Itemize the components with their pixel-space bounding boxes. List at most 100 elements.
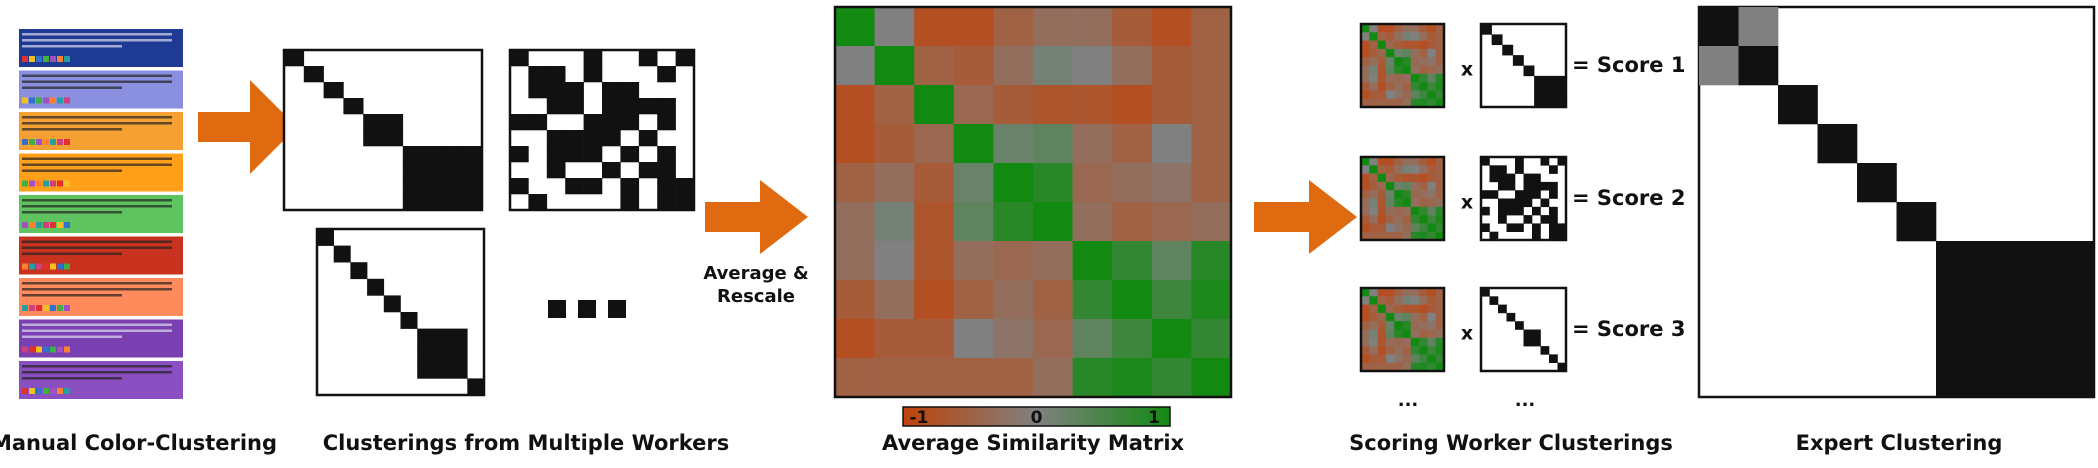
thumbnail-cell — [1419, 198, 1428, 208]
thumbnail-cell — [1410, 98, 1420, 108]
thumbnail-cell — [1435, 354, 1445, 363]
thumbnail-cell — [1385, 329, 1395, 339]
thumbnail-cell — [1385, 190, 1395, 199]
thumbnail-cell — [1361, 165, 1370, 174]
thumbnail-cell — [1369, 173, 1378, 183]
thumbnail-cell — [1427, 32, 1436, 41]
thumbnail-cell — [1427, 223, 1436, 232]
thumbnail-cell — [1402, 98, 1412, 108]
cluster-cell — [583, 146, 603, 163]
thumbnail-cell — [1410, 337, 1420, 347]
heatmap-cell — [1072, 241, 1113, 281]
arrow — [198, 80, 297, 174]
cluster-cell — [1523, 65, 1535, 77]
cluster-cell — [1489, 165, 1499, 174]
thumbnail-cell — [1402, 24, 1412, 33]
cluster-cell — [1489, 190, 1499, 199]
cluster-cell — [1489, 231, 1499, 241]
card-text-line — [22, 371, 172, 374]
cluster-cell — [363, 114, 384, 131]
cluster-cell — [1498, 198, 1507, 208]
thumbnail-cell — [1361, 48, 1370, 58]
heatmap-cell — [1112, 358, 1153, 398]
cluster-cell — [1532, 181, 1541, 191]
cluster-cell — [565, 146, 584, 163]
heatmap-cell — [914, 358, 955, 398]
heatmap-cell — [1112, 319, 1153, 359]
thumbnail-cell — [1394, 181, 1403, 191]
color-chip — [43, 388, 49, 394]
color-chip — [36, 56, 42, 62]
thumbnail-cell — [1435, 57, 1445, 66]
cluster-cell — [510, 146, 529, 163]
thumbnail-cell — [1385, 362, 1395, 372]
cluster-cell — [1936, 319, 1976, 359]
thumbnail-cell — [1402, 73, 1412, 83]
color-chip — [64, 139, 70, 145]
heatmap-cell — [993, 280, 1034, 320]
card-text-line — [22, 199, 172, 202]
color-chip — [50, 180, 56, 187]
heatmap-cell — [1151, 358, 1192, 398]
cluster-cell — [657, 178, 676, 195]
cluster-cell — [1523, 181, 1533, 191]
cluster-cell — [1506, 173, 1516, 183]
cluster-cell — [1491, 34, 1503, 46]
color-chip — [50, 263, 56, 270]
cluster-cell — [2015, 358, 2055, 398]
cluster-cell — [303, 66, 324, 83]
card-text-line — [22, 205, 172, 208]
thumbnail-cell — [1394, 157, 1403, 166]
heatmap-cell — [1112, 46, 1153, 86]
color-chip — [43, 346, 49, 353]
color-chip — [64, 180, 70, 187]
cluster-cell — [1557, 231, 1567, 241]
color-chip — [64, 305, 70, 311]
cluster-cell — [402, 178, 423, 195]
heatmap-cell — [1112, 85, 1153, 125]
cluster-cell — [1532, 223, 1541, 232]
thumbnail-cell — [1394, 190, 1403, 199]
cluster-cell — [1549, 190, 1558, 199]
color-chip — [29, 180, 35, 187]
thumbnail-cell — [1361, 40, 1370, 50]
color-chip — [50, 346, 56, 353]
heatmap-cell — [993, 85, 1034, 125]
thumbnail-cell — [1394, 312, 1403, 322]
thumbnail-cell — [1394, 304, 1403, 314]
thumbnail-cell — [1377, 165, 1387, 174]
cluster-cell — [620, 98, 640, 115]
cluster-cell — [583, 130, 603, 147]
card-text-line — [22, 329, 172, 332]
thumbnail-cell — [1377, 32, 1387, 41]
response-cards — [19, 29, 183, 399]
thumbnail-cell — [1385, 90, 1395, 99]
cluster-cell — [1857, 163, 1897, 203]
cluster-cell — [1532, 173, 1541, 183]
cluster-cell — [1481, 223, 1490, 232]
thumbnail-cell — [1385, 231, 1395, 241]
thumbnail-cell — [1369, 82, 1378, 91]
heatmap-cell — [953, 280, 994, 320]
thumbnail-cell — [1427, 362, 1436, 372]
thumbnail-cell — [1410, 206, 1420, 216]
cluster-cell — [1523, 337, 1533, 347]
cluster-cell — [1549, 354, 1558, 363]
thumbnail-cell — [1361, 190, 1370, 199]
colorbar-tick-label: 1 — [1148, 408, 1160, 428]
cluster-cell — [2054, 358, 2095, 398]
cluster-cell — [638, 130, 658, 147]
cluster-cell — [1532, 329, 1541, 339]
color-chip — [22, 56, 28, 62]
thumbnail-cell — [1377, 329, 1387, 339]
thumbnail-cell — [1385, 173, 1395, 183]
thumbnail-cell — [1377, 48, 1387, 58]
thumbnail-cell — [1385, 312, 1395, 322]
heatmap-cell — [1151, 124, 1192, 164]
thumbnail-cell — [1419, 206, 1428, 216]
cluster-cell — [1936, 358, 1976, 398]
thumbnail-cell — [1410, 82, 1420, 91]
cluster-cell — [1532, 337, 1541, 347]
cluster-cell — [510, 50, 529, 67]
